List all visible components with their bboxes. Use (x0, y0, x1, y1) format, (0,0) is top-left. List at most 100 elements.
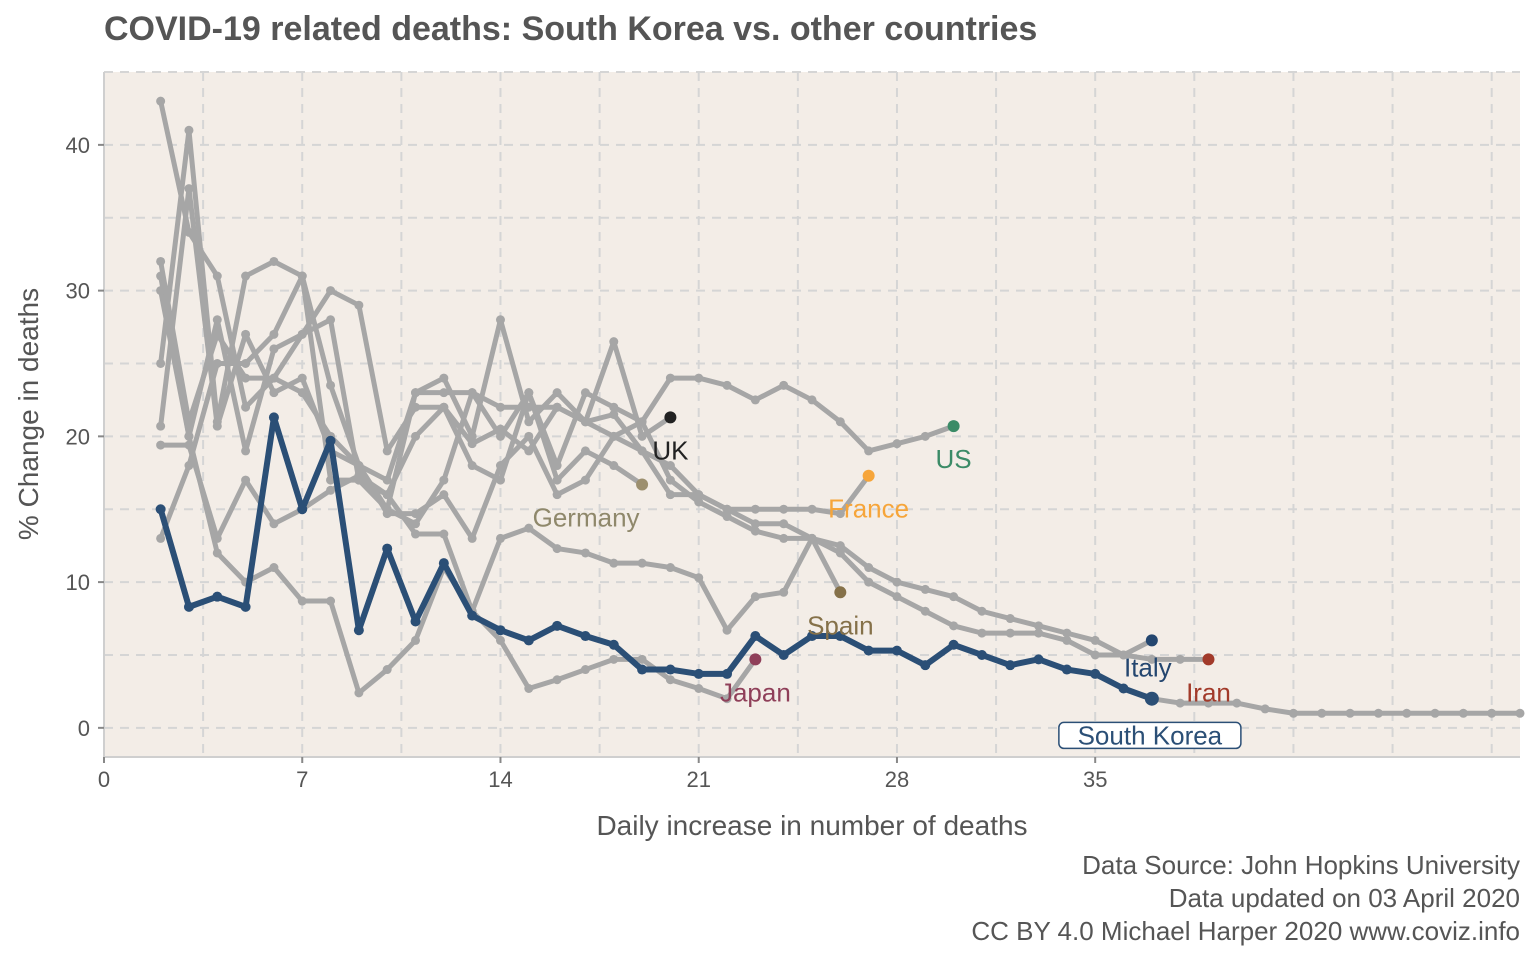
data-point-italy (977, 628, 987, 638)
highlight-point-south-korea (1033, 654, 1044, 665)
data-point-italy (326, 286, 336, 296)
data-point-italy (609, 402, 619, 412)
data-point-iran (1034, 621, 1044, 631)
data-point-japan (439, 529, 449, 539)
data-point-germany (580, 446, 590, 456)
data-point-france (297, 373, 307, 383)
data-point-france (354, 461, 364, 471)
data-point-iran (241, 271, 251, 281)
data-point-japan (665, 675, 675, 685)
data-point-uk (269, 373, 279, 383)
data-point-iran (467, 439, 477, 449)
highlight-point-south-korea (637, 664, 648, 675)
highlight-point-south-korea (948, 639, 959, 650)
data-point-germany (552, 475, 562, 485)
highlight-point-south-korea (297, 504, 308, 515)
data-point-france (212, 421, 222, 431)
data-point-spain (297, 596, 307, 606)
data-point-iran (835, 541, 845, 551)
data-point-italy (750, 526, 760, 536)
data-point-spain (694, 573, 704, 583)
data-point-germany (156, 533, 166, 543)
highlight-point-south-korea (778, 649, 789, 660)
highlight-point-south-korea (920, 660, 931, 671)
highlight-point-south-korea (1118, 683, 1129, 694)
data-point-germany (184, 461, 194, 471)
data-point-japan (524, 684, 534, 693)
data-point-iran (524, 446, 534, 456)
y-tick-label: 30 (66, 279, 90, 304)
data-point-germany (411, 519, 421, 529)
data-point-south-korea (1175, 698, 1185, 708)
data-point-italy (665, 475, 675, 485)
data-point-spain (750, 592, 760, 602)
data-point-france (665, 490, 675, 500)
chart-title: COVID-19 related deaths: South Korea vs.… (104, 10, 1038, 48)
data-point-us (495, 402, 505, 412)
data-point-germany (609, 461, 619, 471)
data-point-france (580, 475, 590, 485)
series-line-france (158, 186, 872, 541)
endpoint-italy (1145, 634, 1158, 647)
x-axis-title: Daily increase in number of deaths (596, 810, 1027, 841)
data-point-italy (1062, 635, 1072, 645)
data-point-germany (212, 358, 222, 368)
data-point-japan (637, 654, 647, 664)
data-point-france (609, 431, 619, 441)
data-point-italy (835, 548, 845, 558)
data-point-germany (269, 329, 279, 339)
data-point-uk (156, 256, 166, 266)
data-point-france (184, 184, 194, 194)
y-axis-title: % Change in deaths (13, 288, 44, 540)
data-point-japan (609, 654, 619, 664)
label-spain: Spain (807, 610, 874, 640)
label-iran: Iran (1186, 677, 1231, 707)
data-point-japan (354, 471, 364, 481)
data-point-spain (495, 533, 505, 543)
highlight-point-south-korea (722, 668, 733, 679)
x-tick-label: 28 (885, 767, 909, 792)
data-point-japan (326, 485, 336, 495)
y-tick-label: 20 (66, 424, 90, 449)
data-point-germany (439, 475, 449, 485)
highlight-point-south-korea (835, 631, 846, 642)
data-point-south-korea (1430, 708, 1440, 718)
data-point-france (750, 504, 760, 514)
data-point-iran (665, 461, 675, 471)
data-point-spain (552, 544, 562, 554)
data-point-italy (382, 446, 392, 456)
endpoint-japan (749, 653, 762, 666)
data-point-spain (637, 558, 647, 568)
label-south-korea: South Korea (1058, 720, 1242, 750)
highlight-line-south-korea (157, 414, 1155, 702)
data-point-iran (269, 256, 279, 266)
data-point-spain (382, 665, 392, 675)
highlight-point-south-korea (523, 635, 534, 646)
data-point-spain (411, 635, 421, 645)
data-point-spain (722, 625, 732, 635)
highlight-point-south-korea (382, 543, 393, 554)
data-point-spain (326, 596, 336, 606)
data-point-us (722, 380, 732, 390)
data-point-south-korea (1232, 698, 1242, 708)
data-point-france (241, 329, 251, 339)
data-updated-caption: Data updated on 03 April 2020 (1168, 883, 1520, 913)
data-point-japan (495, 635, 505, 645)
data-point-japan (722, 694, 732, 704)
data-point-spain (156, 286, 166, 296)
x-tick-label: 0 (98, 767, 110, 792)
data-point-germany (524, 388, 534, 398)
data-point-uk (580, 417, 590, 427)
data-point-japan (580, 665, 590, 675)
data-point-italy (467, 461, 477, 471)
highlight-point-south-korea (183, 601, 194, 612)
data-point-italy (1090, 650, 1100, 660)
data-point-iran (156, 358, 166, 368)
data-point-italy (722, 512, 732, 522)
data-point-iran (949, 592, 959, 602)
label-germany: Germany (533, 502, 640, 532)
data-point-south-korea (1373, 708, 1383, 718)
data-point-france (156, 421, 166, 431)
data-point-italy (920, 606, 930, 616)
highlight-point-south-korea (410, 616, 421, 627)
